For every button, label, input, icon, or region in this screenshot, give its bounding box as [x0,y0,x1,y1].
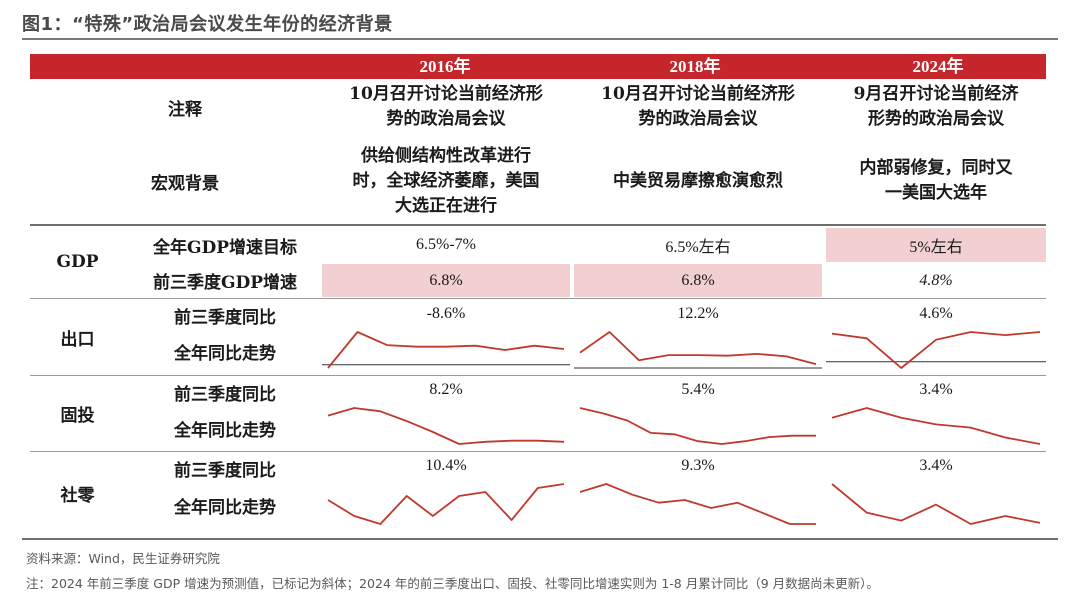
group-label-gdp: GDP [56,252,99,272]
note-2018: 10月召开讨论当前经济形 势的政治局会议 [601,84,795,129]
retail-trend-line [831,483,1041,525]
gdp-target-2018: 6.5%左右 [665,239,731,256]
gdp-ytd-label: 前三季度GDP增速 [152,273,298,293]
divider-retail-top [30,451,1046,452]
divider-fai-top [30,375,1046,376]
export-trend-2016 [322,331,570,369]
footnote: 注：2024 年前三季度 GDP 增速为预测值，已标记为斜体；2024 年的前三… [26,576,879,591]
export-trend-line [327,331,565,369]
macro-2016: 供给侧结构性改革进行 时，全球经济萎靡，美国 大选正在进行 [352,145,540,216]
gdp-target-2016: 6.5%-7% [416,236,476,253]
group-label-retail: 社零 [60,485,95,506]
divider-gdp-top [30,224,1046,226]
fai-ytd-2016: 8.2% [429,381,463,398]
group-label-export: 出口 [60,329,95,350]
year-2018: 2018年 [669,57,721,76]
fai-trend-label: 全年同比走势 [174,420,276,441]
gdp-target-2024: 5%左右 [826,228,1046,262]
fai-trend-line [327,407,565,445]
figure-title: 图1：“特殊”政治局会议发生年份的经济背景 [22,14,393,35]
table-bottom-rule [22,538,1058,540]
retail-ytd-2018: 9.3% [681,457,715,474]
note-2024: 9月召开讨论当前经济 形势的政治局会议 [853,84,1019,129]
retail-trend-2024 [831,483,1041,525]
export-trend-2018 [574,331,822,369]
retail-ytd-2024: 3.4% [919,457,953,474]
retail-trend-2016 [327,483,565,525]
export-ytd-2018: 12.2% [677,305,719,322]
fai-trend-line [831,407,1041,445]
fai-trend-2024 [831,407,1041,445]
retail-ytd-2016: 10.4% [425,457,467,474]
gdp-ytd-2024: 4.8% [919,271,953,289]
note-2016: 10月召开讨论当前经济形 势的政治局会议 [349,84,543,129]
export-ytd-2016: -8.6% [426,305,466,322]
row-label-macro: 宏观背景 [151,173,219,194]
fai-trend-2018 [579,407,816,445]
divider-export-top [30,298,1046,299]
gdp-ytd-2018: 6.8% [574,264,822,297]
row-label-note: 注释 [168,99,202,120]
year-2024: 2024年 [912,57,964,76]
fai-ytd-label: 前三季度同比 [174,384,276,405]
group-label-fai: 固投 [60,405,95,426]
export-ytd-label: 前三季度同比 [174,307,276,328]
export-trend-label: 全年同比走势 [174,343,276,364]
retail-trend-line [579,483,816,525]
retail-ytd-label: 前三季度同比 [174,460,276,481]
retail-trend-label: 全年同比走势 [174,497,276,518]
retail-trend-2018 [579,483,816,525]
export-trend-2024 [826,331,1046,369]
source-note: 资料来源：Wind，民生证券研究院 [26,551,220,566]
macro-2018: 中美贸易摩擦愈演愈烈 [613,170,783,191]
retail-trend-line [327,483,565,525]
export-trend-line [831,331,1041,369]
fai-ytd-2018: 5.4% [681,381,715,398]
export-ytd-2024: 4.6% [919,305,953,322]
fai-ytd-2024: 3.4% [919,381,953,398]
export-trend-line [579,331,817,365]
fai-trend-line [579,407,816,445]
fai-trend-2016 [327,407,565,445]
year-2016: 2016年 [419,57,471,76]
gdp-target-label: 全年GDP增速目标 [152,237,298,258]
title-divider [22,38,1058,40]
gdp-ytd-2016: 6.8% [322,264,570,297]
year-header-bar [30,54,1046,79]
macro-2024: 内部弱修复，同时又 一美国大选年 [859,158,1013,203]
